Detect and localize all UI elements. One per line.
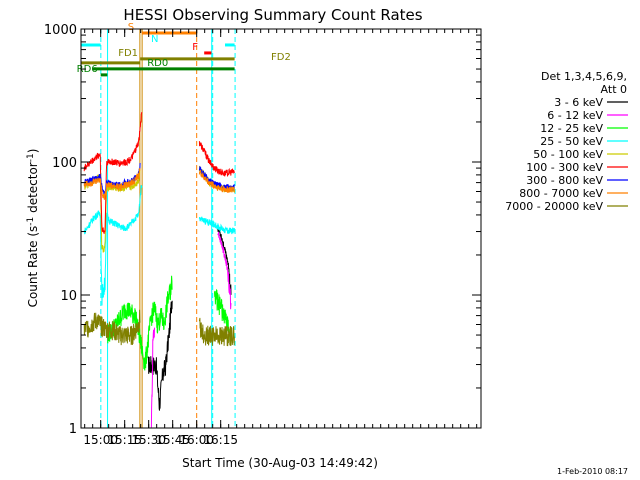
y-tick-label-1: 10 (60, 289, 77, 304)
legend-header-line1: Det 1,3,4,5,6,9, (541, 70, 627, 83)
footer-timestamp: 1-Feb-2010 08:17 (557, 467, 628, 476)
legend-label-1: 6 - 12 keV (547, 109, 603, 122)
legend-label-7: 800 - 7000 keV (519, 187, 603, 200)
x-tick-label-4: 16:00 (179, 433, 214, 447)
series-7-early (83, 167, 141, 200)
status-bar-label-n: N (151, 34, 158, 45)
status-bar-label-s: S (128, 22, 134, 33)
series-8-late (198, 317, 235, 347)
x-axis-label: Start Time (30-Aug-03 14:49:42) (182, 456, 378, 470)
y-tick-label-0: 1 (69, 422, 77, 437)
series-7-late (198, 169, 235, 193)
series-layer (83, 112, 235, 428)
chart-title: HESSI Observing Summary Count Rates (123, 6, 422, 24)
status-bars: N S F FD1 FD2 RD0 RD6 (77, 22, 291, 77)
legend-label-0: 3 - 6 keV (554, 96, 603, 109)
status-bar-label-rd6: RD6 (77, 64, 98, 75)
legend-label-2: 12 - 25 keV (540, 122, 603, 135)
legend-label-5: 100 - 300 keV (526, 161, 603, 174)
series-0-late (217, 226, 232, 295)
y-tick-label-3: 1000 (44, 23, 77, 38)
legend-label-4: 50 - 100 keV (533, 148, 603, 161)
series-8-early (83, 309, 141, 346)
legend-label-6: 300 - 800 keV (526, 174, 603, 187)
series-3-late (198, 216, 235, 235)
vertical-markers (100, 29, 236, 428)
series-2-early (106, 275, 173, 371)
series-3-early (83, 185, 143, 306)
status-bar-label-fd1: FD1 (118, 48, 138, 59)
legend-label-3: 25 - 50 keV (540, 135, 603, 148)
series-1-late (217, 231, 232, 310)
x-tick-label-2: 15:30 (131, 433, 166, 447)
series-5-early (83, 112, 143, 234)
x-tick-label-3: 15:45 (155, 433, 190, 447)
status-bar-label-f: F (192, 42, 198, 53)
status-bar-label-rd0: RD0 (147, 58, 168, 69)
plot-frame (80, 28, 482, 429)
x-tick-label-0: 15:00 (83, 433, 118, 447)
legend-header-line2: Att 0 (601, 83, 627, 96)
legend-label-8: 7000 - 20000 keV (505, 200, 603, 213)
y-tick-label-2: 100 (52, 156, 77, 171)
x-tick-label-5: 16:15 (203, 433, 238, 447)
series-2-late (214, 288, 232, 342)
series-1-early (150, 327, 155, 428)
x-tick-label-1: 15:15 (107, 433, 142, 447)
series-5-late (198, 141, 235, 177)
status-bar-label-fd2: FD2 (271, 52, 291, 63)
y-axis-label: Count Rate (s-1 detector-1) (26, 149, 40, 308)
